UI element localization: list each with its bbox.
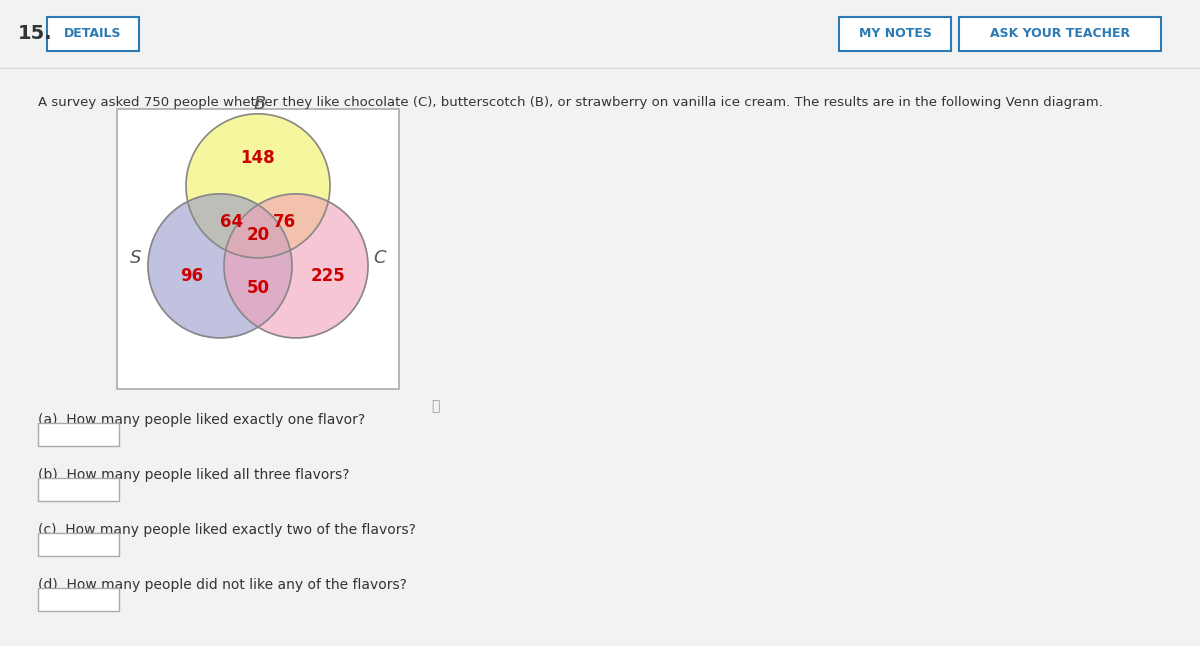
FancyBboxPatch shape xyxy=(37,534,119,556)
FancyBboxPatch shape xyxy=(37,479,119,501)
Text: 20: 20 xyxy=(246,226,270,244)
Text: 15.: 15. xyxy=(18,25,53,43)
Text: (d)  How many people did not like any of the flavors?: (d) How many people did not like any of … xyxy=(38,578,407,592)
Text: S: S xyxy=(131,249,142,267)
Text: (b)  How many people liked all three flavors?: (b) How many people liked all three flav… xyxy=(38,468,349,482)
Text: 225: 225 xyxy=(311,267,346,285)
FancyBboxPatch shape xyxy=(37,423,119,446)
Text: 64: 64 xyxy=(221,213,244,231)
FancyBboxPatch shape xyxy=(118,109,398,389)
Text: 50: 50 xyxy=(246,279,270,297)
Circle shape xyxy=(186,114,330,258)
FancyBboxPatch shape xyxy=(839,17,952,51)
Circle shape xyxy=(148,194,292,338)
Circle shape xyxy=(224,194,368,338)
Text: 76: 76 xyxy=(272,213,295,231)
Text: (a)  How many people liked exactly one flavor?: (a) How many people liked exactly one fl… xyxy=(38,413,365,427)
Text: MY NOTES: MY NOTES xyxy=(858,27,931,41)
Text: B: B xyxy=(254,95,266,113)
FancyBboxPatch shape xyxy=(959,17,1162,51)
Text: (c)  How many people liked exactly two of the flavors?: (c) How many people liked exactly two of… xyxy=(38,523,416,537)
FancyBboxPatch shape xyxy=(47,17,139,51)
Text: A survey asked 750 people whether they like chocolate (C), butterscotch (B), or : A survey asked 750 people whether they l… xyxy=(38,96,1103,109)
Text: 96: 96 xyxy=(180,267,204,285)
Text: C: C xyxy=(373,249,386,267)
Text: ASK YOUR TEACHER: ASK YOUR TEACHER xyxy=(990,27,1130,41)
Text: DETAILS: DETAILS xyxy=(65,27,121,41)
Text: ⓘ: ⓘ xyxy=(431,399,439,413)
Text: 148: 148 xyxy=(241,149,275,167)
FancyBboxPatch shape xyxy=(37,589,119,612)
